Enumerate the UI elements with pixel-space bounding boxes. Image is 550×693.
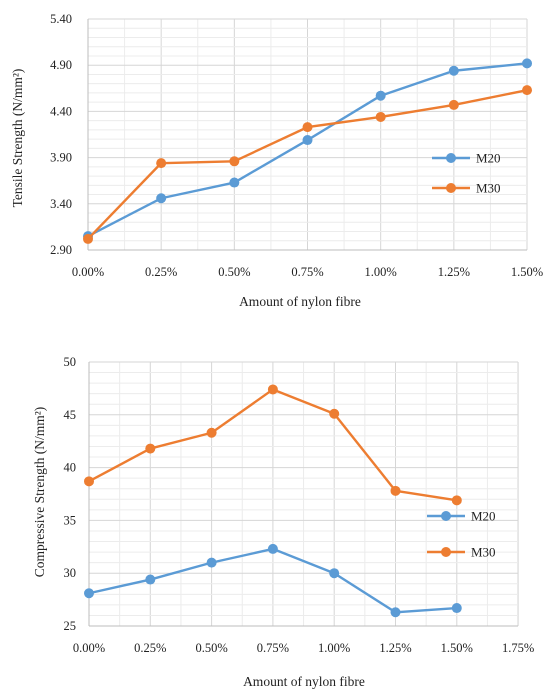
series-m30-point: [83, 233, 93, 244]
series-m20-point: [267, 543, 278, 554]
y-tick-label: 35: [64, 513, 77, 527]
series: [83, 58, 533, 244]
grid: [88, 361, 519, 627]
series-m20-point: [156, 193, 167, 204]
series-m20-point: [145, 574, 156, 585]
y-tick-label: 2.90: [50, 243, 72, 257]
legend-marker-m30: [446, 183, 456, 193]
series-m20-point: [84, 588, 94, 599]
y-tick-label: 25: [64, 619, 77, 633]
series-m20-point: [448, 65, 459, 76]
series-m20-point: [329, 568, 340, 579]
x-tick-label: 0.75%: [257, 641, 289, 655]
legend: M20 M30: [432, 151, 501, 196]
axes: [87, 19, 527, 251]
y-tick-label: 30: [64, 566, 77, 580]
series-m30-point: [84, 476, 94, 487]
x-tick-label: 1.25%: [379, 641, 411, 655]
legend-label-m20: M20: [471, 509, 496, 524]
series-m20-point: [522, 58, 533, 69]
y-tick-label: 4.90: [50, 58, 72, 72]
series-m30-point: [375, 111, 386, 122]
x-tick-label: 0.25%: [145, 265, 177, 279]
x-tick-label: 0.75%: [291, 265, 323, 279]
series-m20-point: [302, 135, 313, 146]
tick-labels: 25 30 35 40 45 50 0.00% 0.25% 0.50% 0.75% 1.00% 1.2…: [64, 355, 535, 655]
x-tick-label: 0.50%: [195, 641, 227, 655]
y-tick-label: 4.40: [50, 104, 72, 118]
y-tick-label: 45: [64, 408, 77, 422]
y-tick-label: 3.90: [50, 151, 72, 165]
x-tick-label: 1.50%: [441, 641, 473, 655]
x-tick-label: 0.00%: [72, 265, 104, 279]
series-m30-point: [329, 408, 340, 419]
legend-label-m20: M20: [476, 151, 501, 166]
series-m30-point: [522, 85, 533, 96]
series-m30-point: [448, 99, 459, 110]
series: [84, 384, 462, 618]
legend-marker-m30: [441, 547, 451, 557]
x-tick-label: 0.50%: [218, 265, 250, 279]
series-m20-point: [390, 607, 401, 618]
series-m20-point: [451, 603, 462, 614]
series-m20-point: [229, 177, 240, 188]
tensile-strength-chart: 2.90 3.40 3.90 4.40 4.90 5.40 0.00% 0.25% 0.50% 0…: [10, 12, 543, 309]
series-m20-point: [375, 90, 386, 101]
x-tick-label: 1.50%: [511, 265, 543, 279]
grid: [87, 18, 528, 251]
x-axis-label: Amount of nylon fibre: [239, 294, 361, 309]
y-tick-label: 3.40: [50, 197, 72, 211]
series-m30-point: [451, 495, 462, 506]
legend-marker-m20: [441, 511, 451, 521]
x-tick-label: 1.00%: [318, 641, 350, 655]
legend-label-m30: M30: [476, 181, 501, 196]
series-m30-point: [145, 443, 156, 454]
x-axis-label: Amount of nylon fibre: [243, 674, 365, 689]
compressive-strength-chart: 25 30 35 40 45 50 0.00% 0.25% 0.50% 0.75% 1.00% 1.2…: [32, 355, 535, 689]
legend-label-m30: M30: [471, 545, 496, 560]
tick-labels: 2.90 3.40 3.90 4.40 4.90 5.40 0.00% 0.25% 0.50% 0…: [50, 12, 543, 279]
y-tick-label: 50: [64, 355, 77, 369]
x-tick-label: 1.25%: [438, 265, 470, 279]
series-m20-point: [206, 557, 217, 568]
series-m30-point: [229, 156, 240, 167]
series-m30-point: [156, 158, 167, 169]
series-m30-point: [302, 122, 313, 133]
y-axis-label: Compressive Strength (N/mm²): [32, 407, 47, 578]
series-m30-point: [267, 384, 278, 395]
legend-marker-m20: [446, 153, 456, 163]
y-tick-label: 40: [64, 461, 77, 475]
series-m30-point: [390, 485, 401, 496]
legend: M20 M30: [427, 509, 496, 560]
axes: [88, 362, 518, 627]
y-tick-label: 5.40: [50, 12, 72, 26]
y-axis-label: Tensile Strength (N/mm²): [10, 69, 25, 208]
x-tick-label: 1.00%: [365, 265, 397, 279]
x-tick-label: 1.75%: [502, 641, 534, 655]
series-m30-point: [206, 427, 217, 438]
x-tick-label: 0.25%: [134, 641, 166, 655]
x-tick-label: 0.00%: [73, 641, 105, 655]
